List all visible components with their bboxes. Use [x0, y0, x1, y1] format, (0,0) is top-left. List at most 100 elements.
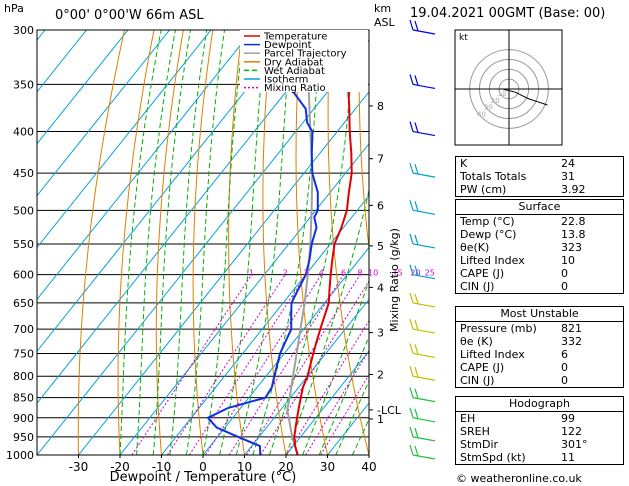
row-value: 10: [561, 254, 575, 267]
dewpoint-profile-point: [290, 315, 292, 317]
dewpoint-profile-point: [290, 328, 292, 330]
row-value: 22.8: [561, 215, 586, 228]
row-value: 0: [561, 267, 568, 280]
wet-adiabat: [202, 30, 245, 455]
isotherm-line: [285, 350, 369, 455]
temperature-profile-point: [293, 436, 295, 438]
temperature-profile-point: [298, 407, 300, 409]
pressure-tick-label: 550: [13, 238, 34, 251]
wind-barb: [409, 74, 436, 90]
table-row: θe (K) 332: [456, 335, 623, 348]
table-row: SREH 122: [456, 425, 623, 438]
temperature-profile-point: [350, 152, 352, 154]
isotherm-line: [119, 142, 369, 455]
legend-label: Temperature: [263, 32, 327, 43]
dewpoint-profile-point: [237, 436, 239, 438]
hpa-label: hPa: [4, 2, 24, 15]
km-tick-label: 4: [377, 281, 384, 294]
wet-adiabat: [136, 30, 176, 455]
hodograph-title: Hodograph: [456, 397, 623, 412]
km-tick-label: 3: [377, 327, 384, 340]
row-label: Dewp (°C): [460, 228, 517, 241]
row-label: StmDir: [460, 438, 499, 451]
mixing-ratio-line: [246, 274, 361, 455]
row-label: PW (cm): [460, 183, 507, 196]
surface-title: Surface: [456, 200, 623, 215]
temperature-profile-point: [328, 302, 330, 304]
mixing-ratio-label: 3: [303, 269, 308, 278]
km-tick-label: 5: [377, 240, 384, 253]
wet-adiabat: [185, 30, 225, 455]
row-label: Lifted Index: [460, 254, 525, 267]
temperature-tick-label: -10: [152, 460, 172, 474]
row-label: CIN (J): [460, 280, 495, 293]
parcel-trajectory-point: [310, 209, 313, 211]
temperature-profile-point: [302, 386, 304, 388]
parcel-trajectory-point: [292, 375, 294, 377]
dry-adiabat: [155, 30, 184, 455]
unstable-title: Most Unstable: [456, 307, 623, 322]
lcl-label: -LCL: [377, 404, 402, 417]
table-row: Temp (°C) 22.8: [456, 215, 623, 228]
dewpoint-profile-point: [311, 152, 313, 154]
pressure-tick-label: 900: [13, 412, 34, 425]
temperature-profile-point: [316, 340, 318, 343]
table-row: Lifted Index 10: [456, 254, 623, 267]
mixing-ratio-line: [131, 274, 253, 455]
dewpoint-profile-point: [313, 216, 315, 218]
wind-barb: [409, 264, 436, 280]
hodograph-unit-label: kt: [459, 33, 468, 43]
wind-barb: [409, 200, 436, 215]
dry-adiabat: [358, 30, 369, 252]
isotherm-line: [202, 246, 369, 455]
pressure-tick-label: 800: [13, 370, 34, 383]
asl-label: ASL: [374, 16, 396, 29]
mixing-ratio-line: [320, 373, 369, 455]
km-tick-label: 1: [377, 413, 384, 426]
row-label: SREH: [460, 425, 490, 438]
pressure-tick-label: 650: [13, 297, 34, 310]
hodograph-trace: [493, 88, 548, 106]
row-value: 3.92: [561, 183, 586, 196]
wind-barb: [409, 162, 436, 178]
temperature-profile-point: [294, 445, 296, 447]
plot-area: [37, 30, 369, 455]
row-value: 301°: [561, 438, 588, 451]
dewpoint-profile-point: [297, 288, 299, 290]
row-value: 0: [561, 374, 568, 387]
temperature-profile-point: [331, 259, 333, 261]
row-label: Totals Totals: [460, 170, 527, 183]
temperature-profile-point: [340, 226, 342, 229]
dewpoint-profile-point: [276, 364, 278, 366]
table-row: Pressure (mb) 821: [456, 322, 623, 335]
mixing-ratio-label: 10: [368, 269, 378, 278]
table-row: CAPE (J) 0: [456, 361, 623, 374]
row-value: 6: [561, 348, 568, 361]
km-tick-label: 8: [377, 100, 384, 113]
temperature-profile-point: [348, 108, 350, 110]
legend-label: Parcel Trajectory: [264, 49, 347, 60]
dewpoint-profile-point: [311, 172, 313, 174]
mixing-ratio-label: 25: [425, 269, 435, 278]
row-value: 0: [561, 280, 568, 293]
mixing-ratio-label: 15: [392, 269, 402, 278]
dewpoint-profile-point: [305, 274, 307, 276]
wind-barb: [409, 366, 436, 381]
forecast-datetime: 19.04.2021 00GMT (Base: 00): [410, 6, 606, 21]
wind-barb: [409, 292, 436, 308]
temperature-profile-point: [294, 426, 297, 429]
mixing-ratio-line: [188, 274, 307, 455]
pressure-tick-label: 850: [13, 392, 34, 405]
row-label: CIN (J): [460, 374, 495, 387]
temperature-tick-label: -30: [69, 460, 89, 474]
row-label: CAPE (J): [460, 267, 505, 280]
unstable-table: Most Unstable Pressure (mb) 821 θe (K) 332 L…: [455, 306, 624, 388]
wet-adiabat: [235, 30, 293, 455]
wet-adiabat: [152, 30, 191, 455]
km-tick-label: 7: [377, 153, 384, 166]
table-row: StmDir 301°: [456, 438, 623, 451]
row-label: Lifted Index: [460, 348, 525, 361]
legend-label: Dry Adiabat: [264, 57, 323, 68]
table-row: Lifted Index 6: [456, 348, 623, 361]
